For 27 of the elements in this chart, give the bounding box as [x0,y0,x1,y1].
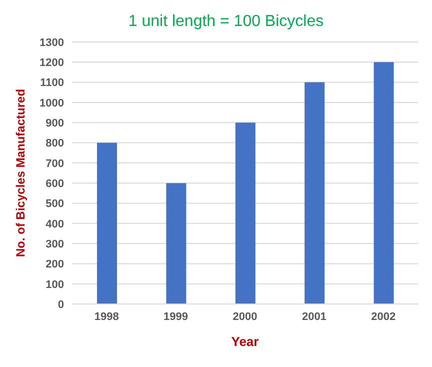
y-axis-title: No. of Bicycles Manufactured [13,88,28,258]
y-tick-label: 300 [46,238,64,250]
y-tick-label: 500 [46,198,64,210]
y-tick-label: 900 [46,118,64,130]
y-tick-label: 700 [46,158,64,170]
x-tick-label: 2001 [302,310,326,323]
y-tick-label: 1200 [40,57,64,70]
x-tick-label: 1999 [164,310,188,323]
y-tick-label: 100 [46,278,64,291]
y-tick-label: 1100 [40,77,64,90]
bar [304,82,325,304]
bar [374,62,394,304]
y-tick-label: 0 [58,298,64,311]
chart-title: 1 unit length = 100 Bicycles [127,12,325,32]
y-tick-label: 600 [46,178,64,190]
y-tick-label: 1300 [40,36,64,49]
bar [166,183,186,304]
bar [235,122,256,304]
x-tick-label: 1998 [94,310,119,323]
bar [97,142,117,304]
y-tick-label: 200 [46,258,64,271]
y-tick-label: 400 [46,218,64,230]
y-tick-label: 800 [46,138,64,150]
x-axis-title: Year [231,334,259,349]
x-tick-label: 2000 [232,310,258,323]
x-tick-label: 2002 [371,310,396,323]
y-tick-label: 1000 [40,97,64,110]
